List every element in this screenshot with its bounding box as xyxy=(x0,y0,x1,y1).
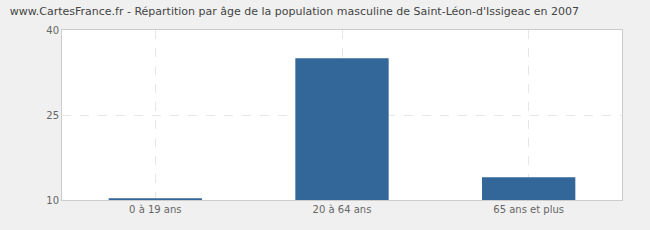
svg-text:www.CartesFrance.fr - Répartit: www.CartesFrance.fr - Répartition par âg… xyxy=(10,5,579,18)
svg-text:25: 25 xyxy=(46,110,59,121)
svg-text:40: 40 xyxy=(46,25,59,36)
svg-text:0 à 19 ans: 0 à 19 ans xyxy=(129,204,181,215)
svg-text:10: 10 xyxy=(46,195,59,206)
svg-text:65 ans et plus: 65 ans et plus xyxy=(493,204,564,215)
svg-text:20 à 64 ans: 20 à 64 ans xyxy=(313,204,372,215)
